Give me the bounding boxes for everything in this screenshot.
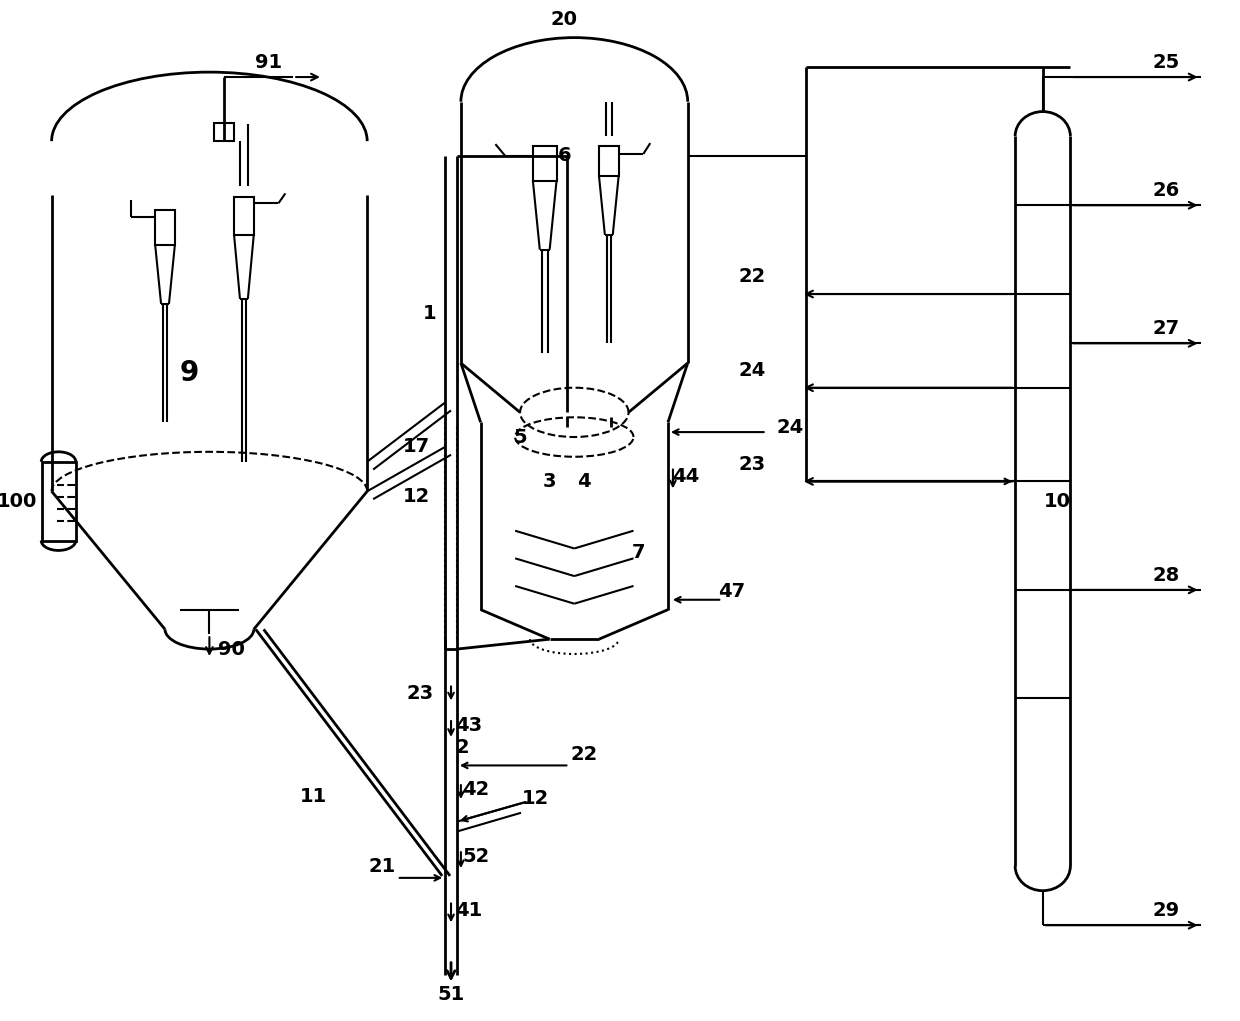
Bar <box>533 146 557 181</box>
Text: 52: 52 <box>463 846 490 866</box>
Bar <box>155 210 175 245</box>
Text: 20: 20 <box>551 10 578 30</box>
Text: 17: 17 <box>403 437 430 456</box>
Text: 5: 5 <box>513 428 527 446</box>
Bar <box>42 461 77 540</box>
Text: 90: 90 <box>218 639 244 659</box>
Text: 23: 23 <box>407 684 433 702</box>
Text: 3: 3 <box>543 472 557 491</box>
Text: 12: 12 <box>522 789 549 809</box>
Text: 11: 11 <box>299 787 326 807</box>
Text: 21: 21 <box>368 857 396 876</box>
Text: 47: 47 <box>718 582 745 601</box>
Text: 22: 22 <box>738 266 765 286</box>
Text: 41: 41 <box>455 901 482 920</box>
Text: 24: 24 <box>738 361 765 381</box>
Text: 91: 91 <box>255 53 283 71</box>
Text: 7: 7 <box>631 543 645 562</box>
Text: 26: 26 <box>1152 181 1179 200</box>
Text: 4: 4 <box>578 472 591 491</box>
Text: 100: 100 <box>0 492 37 510</box>
Text: 12: 12 <box>403 487 430 505</box>
Text: 29: 29 <box>1152 901 1179 920</box>
Text: 42: 42 <box>463 780 490 798</box>
Text: 1: 1 <box>423 304 436 324</box>
Text: 28: 28 <box>1152 566 1179 585</box>
Text: 2: 2 <box>456 738 470 758</box>
Text: 23: 23 <box>738 455 765 474</box>
Text: 9: 9 <box>180 359 200 387</box>
Text: 24: 24 <box>776 418 804 437</box>
Text: 44: 44 <box>672 467 699 486</box>
Text: 6: 6 <box>558 146 572 165</box>
Text: 43: 43 <box>455 717 482 735</box>
Text: 10: 10 <box>1044 492 1071 510</box>
Text: 25: 25 <box>1152 53 1179 71</box>
Text: 51: 51 <box>438 984 465 1004</box>
Text: 27: 27 <box>1152 319 1179 338</box>
Bar <box>234 197 254 235</box>
Bar <box>215 124 234 141</box>
Text: 22: 22 <box>570 745 598 764</box>
Bar <box>599 146 619 176</box>
